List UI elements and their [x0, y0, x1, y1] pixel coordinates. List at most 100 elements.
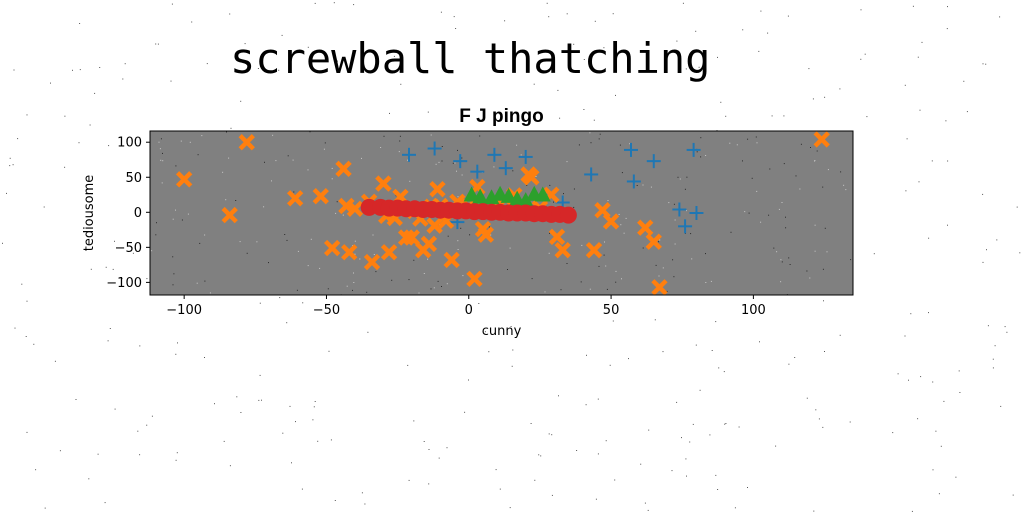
plot-speck [815, 225, 816, 226]
plot-speck [749, 213, 750, 214]
plot-speck [162, 160, 163, 161]
plot-speck [768, 215, 769, 216]
plot-speck [159, 142, 160, 143]
plot-speck [589, 132, 590, 133]
plot-speck [256, 241, 257, 242]
x-axis: −100 −50 0 50 100 [166, 295, 766, 318]
plot-speck [510, 248, 511, 249]
plot-speck [374, 254, 375, 255]
plot-speck [769, 169, 770, 170]
y-tick-label: −100 [106, 276, 142, 291]
plot-speck [182, 220, 183, 221]
plot-speck [700, 137, 701, 138]
plot-speck [409, 181, 410, 182]
plot-speck [549, 233, 550, 234]
plot-speck [622, 172, 623, 173]
plot-speck [658, 241, 659, 242]
plot-speck [656, 265, 657, 266]
plot-speck [173, 284, 174, 285]
plot-speck [453, 163, 454, 164]
plot-speck [308, 265, 309, 266]
plot-speck [319, 268, 320, 269]
plot-speck [297, 290, 298, 291]
plot-speck [469, 234, 470, 235]
plot-speck [553, 202, 554, 203]
plot-speck [424, 273, 425, 274]
plot-speck [742, 160, 743, 161]
plot-speck [685, 189, 686, 190]
plot-speck [643, 185, 644, 186]
plot-speck [240, 241, 241, 242]
plot-speck [359, 259, 360, 260]
plot-speck [407, 160, 408, 161]
plot-speck [785, 217, 786, 218]
plot-speck [711, 281, 712, 282]
plot-speck [204, 281, 205, 282]
plot-speck [827, 251, 828, 252]
plot-speck [680, 179, 681, 180]
plot-speck [801, 144, 802, 145]
y-tick-label: −50 [115, 241, 142, 256]
plot-speck [198, 154, 199, 155]
plot-speck [840, 171, 841, 172]
plot-speck [690, 233, 691, 234]
plot-speck [325, 142, 326, 143]
plot-speck [591, 142, 592, 143]
plot-speck [796, 175, 797, 176]
plot-speck [441, 286, 442, 287]
plot-speck [222, 172, 223, 173]
plot-speck [384, 136, 385, 137]
plot-speck [626, 218, 627, 219]
plot-speck [752, 178, 753, 179]
plot-speck [461, 158, 462, 159]
plot-speck [442, 161, 443, 162]
plot-speck [581, 245, 582, 246]
plot-speck [757, 142, 758, 143]
plot-speck [599, 266, 600, 267]
plot-speck [782, 261, 783, 262]
plot-speck [773, 248, 774, 249]
x-tick-label: 100 [741, 303, 766, 318]
plot-speck [737, 144, 738, 145]
plot-speck [272, 135, 273, 136]
plot-speck [799, 189, 800, 190]
plot-speck [160, 148, 161, 149]
y-tick-label: 100 [117, 136, 142, 151]
plot-speck [228, 158, 229, 159]
plot-speck [328, 288, 329, 289]
plot-speck [545, 291, 546, 292]
plot-speck [573, 207, 574, 208]
plot-speck [817, 151, 818, 152]
plot-speck [434, 287, 435, 288]
plot-speck [399, 141, 400, 142]
plot-speck [521, 154, 522, 155]
plot-speck [785, 227, 786, 228]
plot-speck [507, 269, 508, 270]
plot-speck [590, 289, 591, 290]
plot-speck [705, 253, 706, 254]
plot-speck [756, 137, 757, 138]
y-tick-label: 0 [134, 206, 142, 221]
plot-speck [161, 138, 162, 139]
x-axis-label: cunny [482, 324, 522, 339]
plot-speck [308, 169, 309, 170]
plot-speck [427, 259, 428, 260]
plot-speck [431, 288, 432, 289]
plot-speck [284, 234, 285, 235]
plot-speck [271, 180, 272, 181]
plot-speck [605, 266, 606, 267]
plot-speck [173, 273, 174, 274]
plot-speck [672, 259, 673, 260]
plot-speck [458, 249, 459, 250]
plot-speck [814, 160, 815, 161]
plot-speck [574, 189, 575, 190]
plot-speck [731, 232, 732, 233]
plot-speck [779, 209, 780, 210]
plot-speck [549, 185, 550, 186]
plot-speck [822, 187, 823, 188]
plot-speck [151, 250, 152, 251]
plot-speck [324, 149, 325, 150]
plot-speck [188, 214, 189, 215]
plot-speck [156, 222, 157, 223]
